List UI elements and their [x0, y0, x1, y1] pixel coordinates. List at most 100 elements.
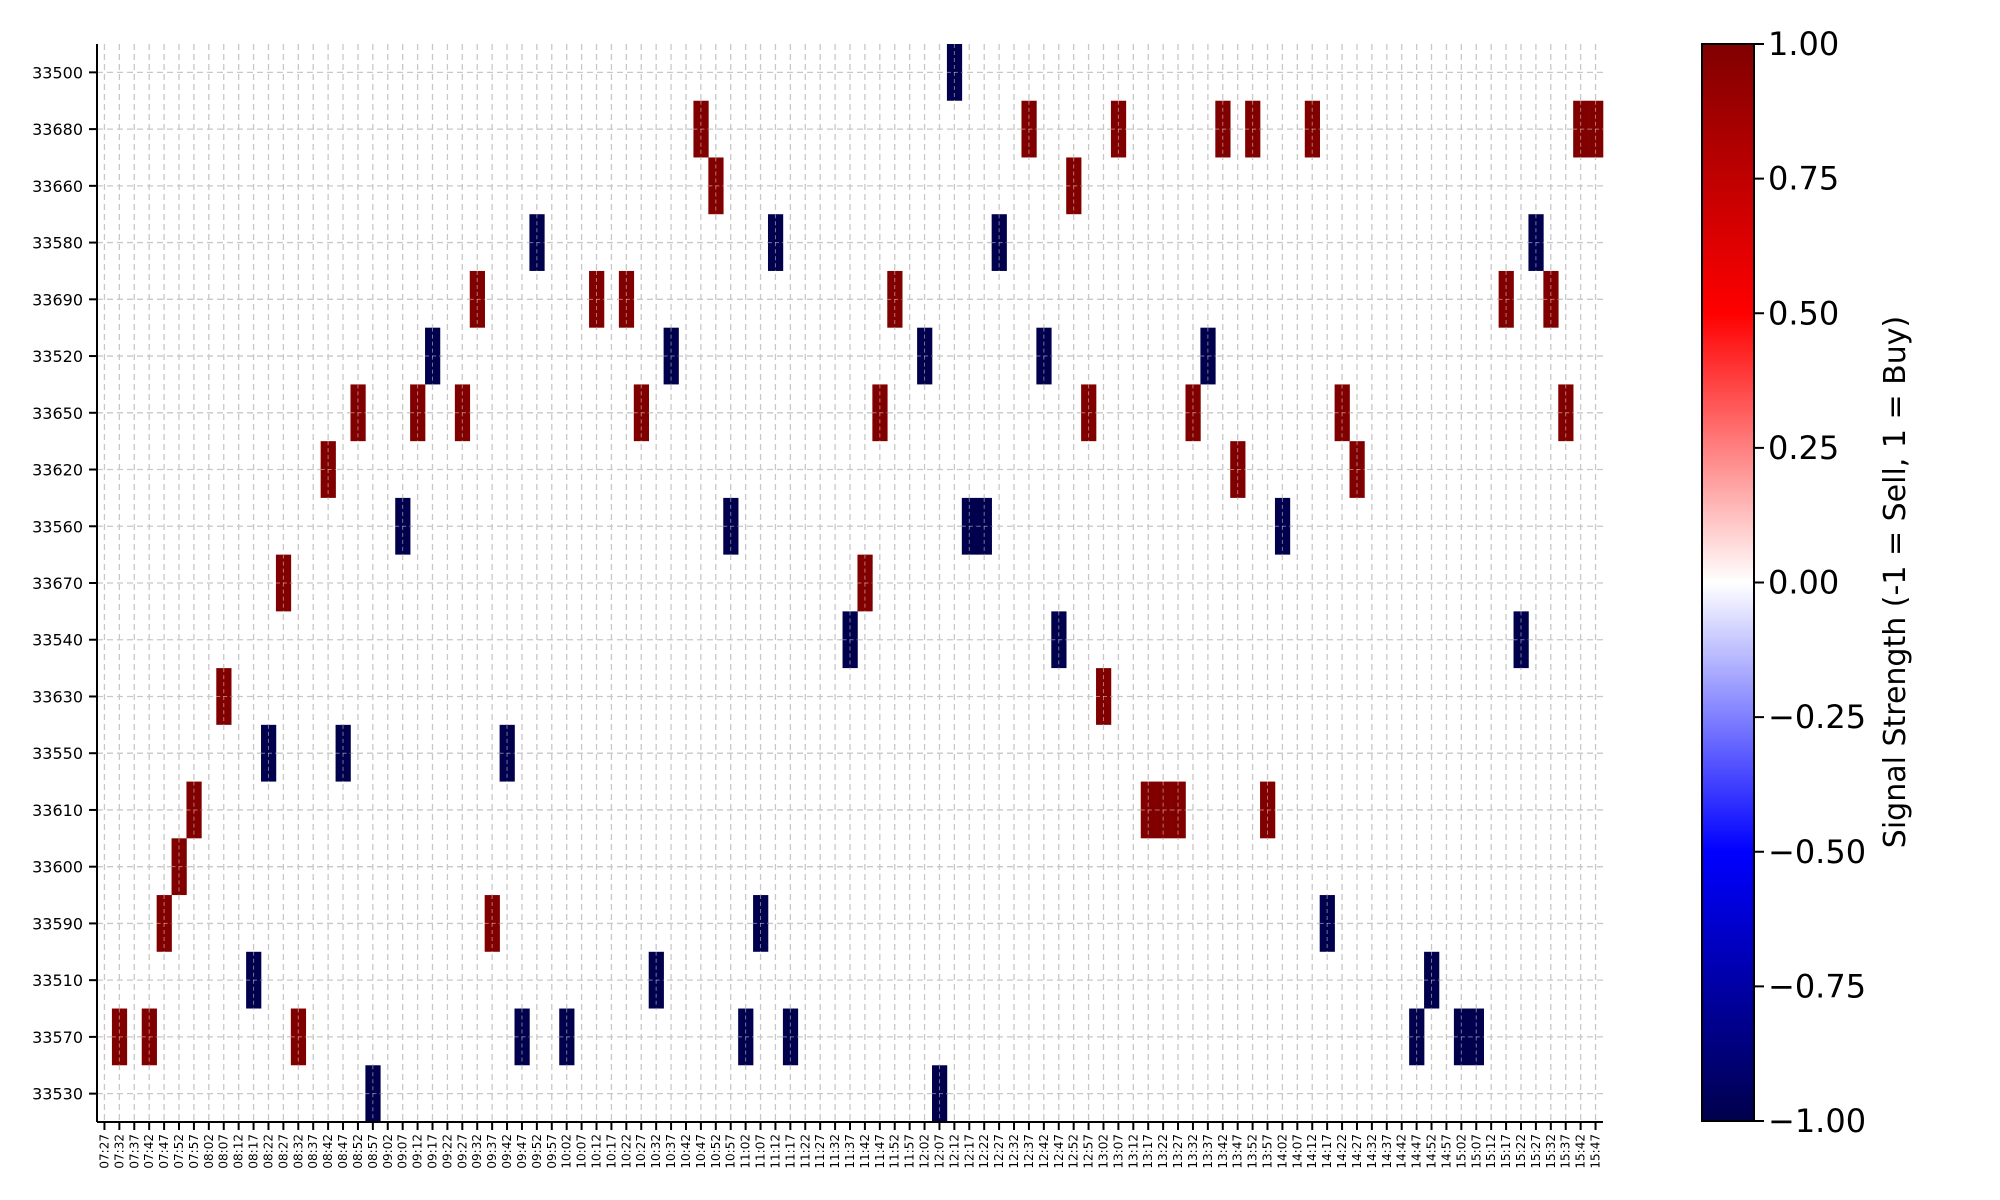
- x-tick-label: 13:17: [1141, 1134, 1155, 1169]
- y-tick-label: 33510: [32, 971, 83, 990]
- buy-signal-cell: [1245, 100, 1261, 158]
- y-tick-label: 33680: [32, 120, 83, 139]
- x-tick-label: 07:47: [157, 1134, 171, 1169]
- buy-signal-cell: [1170, 781, 1186, 839]
- x-tick-label: 14:12: [1305, 1134, 1319, 1169]
- x-tick-label: 09:27: [455, 1134, 469, 1169]
- x-tick-label: 11:57: [903, 1134, 917, 1169]
- x-tick-label: 14:02: [1275, 1134, 1289, 1169]
- x-tick-label: 08:17: [247, 1134, 261, 1169]
- x-tick-label: 15:02: [1454, 1134, 1468, 1169]
- buy-signal-cell: [1110, 100, 1127, 158]
- buy-signal-cell: [633, 384, 650, 442]
- x-tick-label: 07:32: [112, 1134, 126, 1169]
- sell-signal-cell: [723, 497, 739, 555]
- x-tick-label: 14:32: [1365, 1134, 1379, 1169]
- sell-signal-cell: [261, 724, 277, 782]
- y-tick-label: 33660: [32, 177, 83, 196]
- x-tick-label: 12:32: [1007, 1134, 1021, 1169]
- x-tick-label: 09:37: [485, 1134, 499, 1169]
- buy-signal-cell: [1096, 668, 1112, 725]
- buy-signal-cell: [1066, 157, 1082, 215]
- sell-signal-cell: [395, 497, 411, 555]
- sell-signal-cell: [753, 895, 769, 952]
- x-tick-label: 09:57: [545, 1134, 559, 1169]
- sell-signal-cell: [976, 497, 992, 555]
- x-tick-label: 14:52: [1425, 1134, 1439, 1169]
- sell-signal-cell: [365, 1065, 381, 1122]
- sell-signal-cell: [1409, 1008, 1425, 1066]
- x-tick-label: 09:42: [500, 1134, 514, 1169]
- x-tick-label: 07:42: [142, 1134, 156, 1169]
- colorbar-gradient: [1701, 43, 1755, 1122]
- x-tick-label: 09:12: [411, 1134, 425, 1169]
- sell-signal-cell: [1274, 497, 1291, 555]
- x-tick-label: 10:27: [634, 1134, 648, 1169]
- x-tick-label: 15:37: [1559, 1134, 1573, 1169]
- buy-signal-cell: [1304, 100, 1320, 158]
- x-tick-label: 11:22: [798, 1134, 812, 1169]
- x-tick-label: 08:27: [276, 1134, 290, 1169]
- x-tick-label: 15:42: [1574, 1134, 1588, 1169]
- y-tick-label: 33550: [32, 744, 83, 763]
- buy-signal-cell: [1155, 781, 1171, 839]
- x-tick-label: 13:22: [1156, 1134, 1170, 1169]
- buy-signal-cell: [410, 384, 426, 442]
- x-tick-label: 07:27: [97, 1134, 111, 1169]
- sell-signal-cell: [1453, 1008, 1470, 1066]
- buy-signal-cell: [887, 270, 903, 328]
- x-tick-label: 14:22: [1335, 1134, 1349, 1169]
- x-tick-label: 11:52: [888, 1134, 902, 1169]
- colorbar: 1.00 0.75 0.50 0.25 0.00 −0.25 −0.50 −0.75 −1.00…: [1701, 25, 1913, 1140]
- buy-signal-cell: [857, 554, 873, 612]
- y-tick-label: 33540: [32, 631, 83, 650]
- x-tick-label: 15:22: [1514, 1134, 1528, 1169]
- buy-signal-cell: [1021, 100, 1037, 158]
- sell-signal-cell: [946, 44, 963, 101]
- grid-lines: [97, 44, 1603, 1122]
- x-axis-ticks: 07:27 07:32 07:37 07:42 07:47 07:52 07:57 08:02…: [97, 1122, 1603, 1169]
- sell-signal-cell: [1468, 1008, 1485, 1066]
- buy-signal-cell: [1498, 270, 1514, 328]
- x-tick-label: 08:47: [336, 1134, 350, 1169]
- buy-signal-cell: [1230, 441, 1246, 498]
- x-tick-label: 12:22: [977, 1134, 991, 1169]
- x-tick-label: 09:52: [530, 1134, 544, 1169]
- x-tick-label: 13:12: [1126, 1134, 1140, 1169]
- x-tick-label: 14:17: [1320, 1134, 1334, 1169]
- buy-signal-cell: [1081, 384, 1097, 442]
- buy-signal-cell: [1140, 781, 1156, 839]
- y-tick-label: 33580: [32, 234, 83, 253]
- buy-signal-cell: [216, 668, 232, 725]
- x-tick-label: 14:07: [1290, 1134, 1304, 1169]
- buy-signal-cell: [1573, 100, 1589, 158]
- y-tick-label: 33620: [32, 461, 83, 480]
- sell-signal-cell: [499, 724, 515, 782]
- colorbar-tick-label: −0.25: [1768, 698, 1866, 736]
- sell-signal-cell: [335, 724, 351, 782]
- sell-signal-cell: [1051, 611, 1067, 669]
- x-tick-label: 12:47: [1052, 1134, 1066, 1169]
- x-tick-label: 07:37: [127, 1134, 141, 1169]
- colorbar-tick-label: 0.75: [1768, 160, 1839, 198]
- buy-signal-cell: [1215, 100, 1231, 158]
- x-tick-label: 15:27: [1529, 1134, 1543, 1169]
- buy-signal-cell: [171, 838, 187, 896]
- y-axis-ticks: 33530 33570 33510 33590 33600 33610 33550 33630…: [32, 63, 97, 1104]
- x-tick-label: 09:17: [425, 1134, 439, 1169]
- x-tick-label: 15:12: [1484, 1134, 1498, 1169]
- x-tick-label: 11:27: [813, 1134, 827, 1169]
- x-tick-label: 09:02: [381, 1134, 395, 1169]
- x-tick-label: 08:57: [366, 1134, 380, 1169]
- buy-signal-cell: [469, 270, 485, 328]
- sell-signal-cell: [559, 1008, 575, 1066]
- buy-signal-cell: [1558, 384, 1574, 442]
- x-tick-label: 08:32: [291, 1134, 305, 1169]
- x-tick-label: 10:37: [664, 1134, 678, 1169]
- y-tick-label: 33520: [32, 347, 83, 366]
- x-tick-label: 14:27: [1350, 1134, 1364, 1169]
- x-tick-label: 08:22: [261, 1134, 275, 1169]
- y-tick-label: 33630: [32, 687, 83, 706]
- buy-signal-cell: [708, 157, 724, 215]
